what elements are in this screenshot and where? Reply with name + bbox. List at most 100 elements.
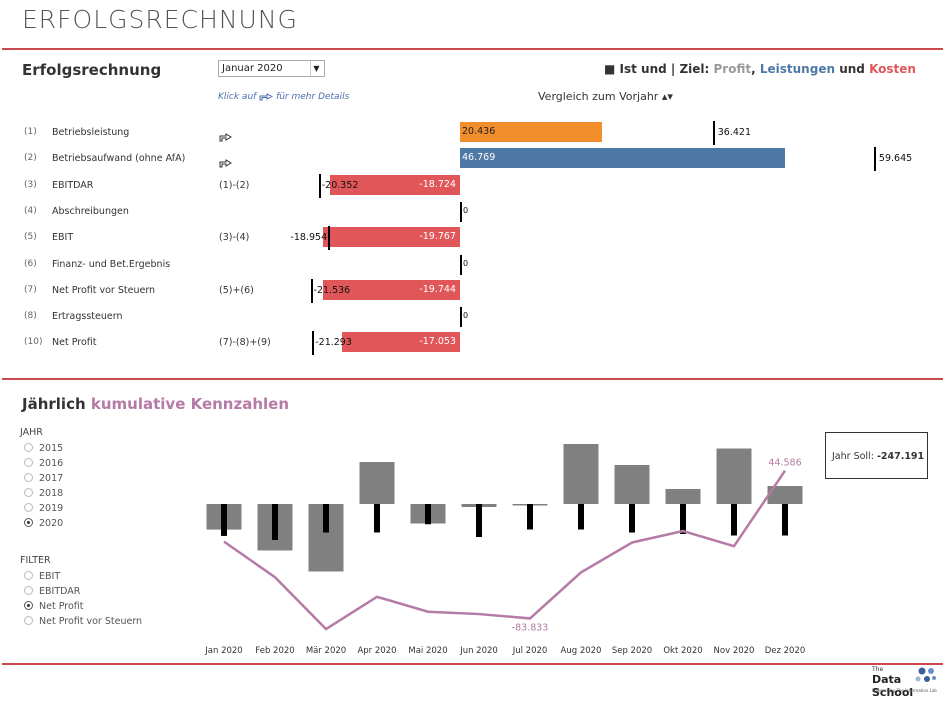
x-tick-label: Jun 2020 — [459, 646, 498, 656]
year-option-2019[interactable]: 2019 — [24, 503, 63, 517]
year-option-2018[interactable]: 2018 — [24, 488, 63, 502]
year-option-2020[interactable]: 2020 — [24, 518, 63, 532]
logo-dots-icon — [915, 667, 936, 682]
radio-circle[interactable] — [24, 458, 33, 467]
row-number: (1) — [24, 127, 37, 137]
radio-circle[interactable] — [24, 503, 33, 512]
year-option-2016[interactable]: 2016 — [24, 458, 63, 472]
actual-bar[interactable]: 46.769 — [460, 148, 785, 169]
target-bar — [680, 504, 686, 534]
row-number: (3) — [24, 179, 37, 190]
target-bar — [221, 504, 227, 536]
filter-option-net-profit-vor-steuern[interactable]: Net Profit vor Steuern — [24, 616, 142, 630]
row-number: (4) — [24, 205, 37, 216]
details-hint: Klick auf für mehr Details — [218, 92, 349, 102]
radio-circle[interactable] — [24, 488, 33, 497]
radio-label: 2015 — [39, 443, 64, 454]
monthly-bar — [767, 486, 803, 504]
divider-middle — [2, 378, 943, 380]
legend-und: und — [839, 62, 865, 76]
row-label[interactable]: Betriebsaufwand (ohne AfA) — [52, 153, 186, 165]
target-value: 59.645 — [878, 153, 913, 165]
year-option-2017[interactable]: 2017 — [24, 473, 63, 487]
x-tick-label: Aug 2020 — [561, 646, 602, 656]
row-label[interactable]: Net Profit vor Steuern — [52, 284, 156, 296]
month-select[interactable]: Januar 2020 ▼ — [218, 60, 325, 77]
legend-leistungen: Leistungen — [759, 62, 835, 76]
row-label[interactable]: Finanz- und Bet.Ergebnis — [52, 258, 171, 270]
pointing-hand-icon[interactable] — [219, 127, 232, 142]
divider-top — [2, 48, 943, 50]
target-bar — [323, 504, 329, 533]
row-number: (6) — [24, 258, 37, 269]
monthly-bar — [716, 448, 752, 504]
target-value: 0 — [463, 311, 469, 321]
compare-previous-year-toggle[interactable]: Vergleich zum Vorjahr ▴▾ — [538, 90, 673, 103]
target-bar — [731, 504, 737, 536]
x-tick-label: Okt 2020 — [663, 646, 702, 656]
x-tick-label: Mai 2020 — [408, 646, 447, 656]
cumulative-line — [223, 470, 787, 631]
legend-comma: , — [751, 62, 756, 76]
x-tick-label: Mär 2020 — [306, 646, 346, 656]
actual-bar[interactable]: -18.724 — [330, 174, 460, 195]
filter-option-ebit[interactable]: EBIT — [24, 571, 60, 585]
radio-label: Net Profit vor Steuern — [39, 616, 143, 627]
x-tick-label: Nov 2020 — [714, 646, 755, 656]
x-tick-label: Jan 2020 — [204, 646, 242, 656]
x-tick-label: Feb 2020 — [255, 646, 294, 656]
target-bar — [425, 504, 431, 525]
logo-line2: Data School — [872, 673, 914, 699]
section-title-kennzahlen: Jährlich kumulative Kennzahlen — [22, 395, 289, 413]
year-group-title: JAHR — [20, 427, 43, 438]
x-tick-label: Jul 2020 — [512, 646, 548, 656]
filter-option-net-profit[interactable]: Net Profit — [24, 601, 83, 615]
target-value: 0 — [463, 205, 469, 215]
row-number: (2) — [24, 153, 37, 164]
section2-title-b: kumulative Kennzahlen — [90, 395, 290, 413]
legend: ■ Ist und | Ziel: Profit, Leistungen und… — [604, 62, 916, 76]
x-tick-label: Sep 2020 — [612, 646, 652, 656]
radio-circle[interactable] — [24, 443, 33, 452]
row-formula: (7)-(8)+(9) — [219, 337, 271, 349]
target-value: -21.536 — [313, 284, 351, 296]
radio-circle[interactable] — [24, 518, 33, 527]
row-label[interactable]: EBIT — [52, 232, 74, 244]
row-number: (5) — [24, 232, 37, 243]
radio-circle[interactable] — [24, 473, 33, 482]
pointing-hand-icon[interactable] — [219, 153, 232, 168]
target-marker — [460, 201, 462, 222]
logo-line1: The — [872, 666, 884, 673]
chevron-down-icon: ▼ — [310, 61, 322, 76]
row-label[interactable]: Betriebsleistung — [52, 127, 130, 138]
radio-circle[interactable] — [24, 616, 33, 625]
row-formula: (5)+(6) — [219, 284, 254, 296]
target-bar — [527, 504, 533, 530]
data-school-logo: The Data School Powered by The Informati… — [868, 666, 938, 704]
radio-circle[interactable] — [24, 586, 33, 595]
target-bar — [272, 504, 278, 540]
target-bar — [629, 504, 635, 533]
radio-circle[interactable] — [24, 601, 33, 610]
row-label[interactable]: Ertragssteuern — [52, 311, 123, 323]
year-option-2015[interactable]: 2015 — [24, 443, 63, 457]
row-label[interactable]: Abschreibungen — [52, 205, 129, 217]
row-number: (7) — [24, 284, 37, 295]
row-label[interactable]: EBITDAR — [52, 179, 94, 191]
line-data-label: 44.586 — [768, 458, 801, 469]
section2-title-a: Jährlich — [22, 395, 86, 413]
actual-bar[interactable]: -19.767 — [322, 227, 460, 248]
target-marker — [318, 173, 321, 198]
target-value: -21.293 — [315, 337, 352, 349]
radio-label: 2016 — [39, 458, 64, 469]
actual-bar[interactable]: 20.436 — [460, 122, 602, 142]
target-marker — [312, 331, 315, 356]
actual-bar[interactable]: -19.744 — [322, 279, 460, 300]
monthly-bar — [359, 462, 395, 504]
radio-circle[interactable] — [24, 571, 33, 580]
year-target-label: Jahr Soll: — [832, 451, 874, 462]
row-label[interactable]: Net Profit — [52, 337, 97, 349]
actual-bar[interactable]: -17.053 — [341, 332, 460, 353]
target-marker — [712, 121, 715, 145]
filter-option-ebitdar[interactable]: EBITDAR — [24, 586, 80, 600]
